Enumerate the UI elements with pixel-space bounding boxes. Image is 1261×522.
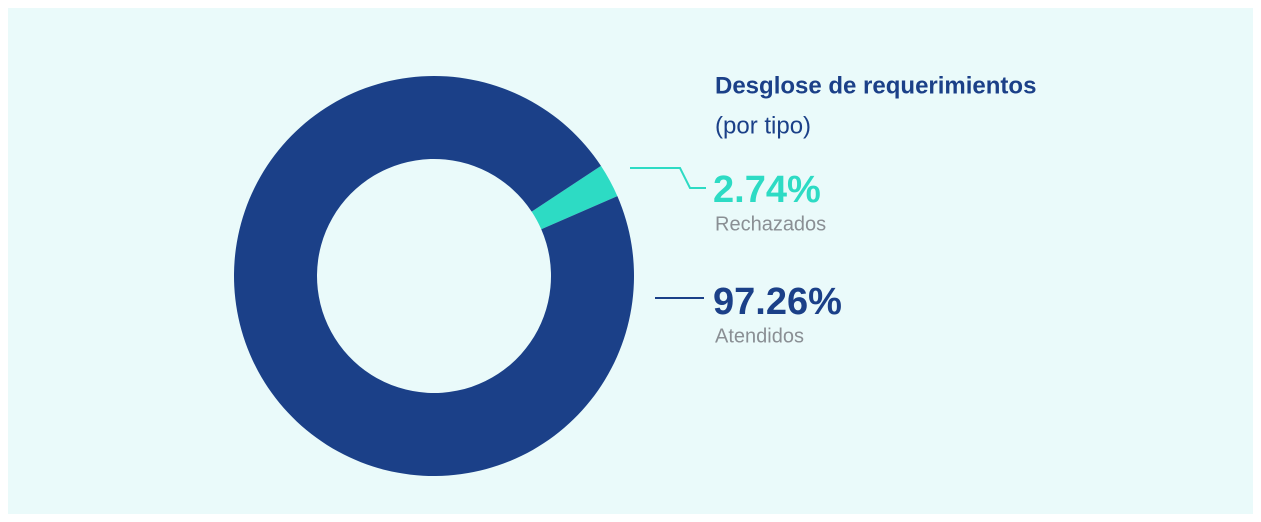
value-label: 2.74% bbox=[713, 169, 821, 211]
value-label: 97.26% bbox=[713, 281, 842, 323]
category-label: Rechazados bbox=[715, 213, 826, 235]
chart-subtitle: (por tipo) bbox=[715, 112, 811, 139]
slice bbox=[234, 76, 635, 477]
slice bbox=[531, 165, 618, 230]
category-label: Atendidos bbox=[715, 325, 804, 347]
chart-title: Desglose de requerimientos bbox=[715, 72, 1036, 99]
connector bbox=[630, 167, 706, 189]
